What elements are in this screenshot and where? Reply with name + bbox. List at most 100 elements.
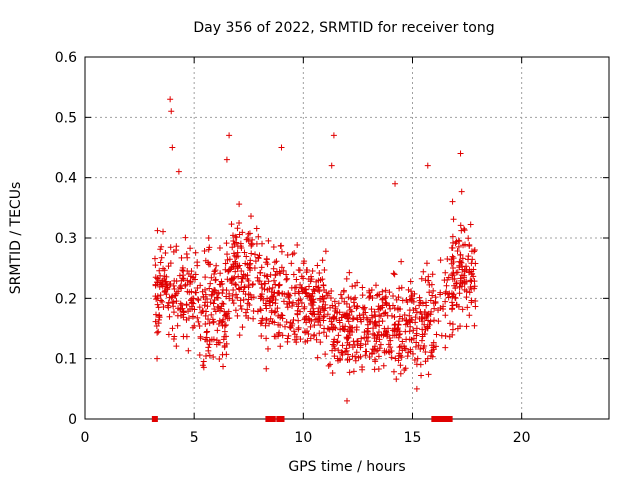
data-point — [182, 281, 189, 288]
data-point — [458, 188, 465, 195]
data-point — [165, 263, 172, 270]
data-point — [359, 292, 366, 299]
data-point — [267, 302, 274, 309]
data-point — [450, 291, 457, 298]
data-point — [253, 240, 260, 247]
data-point — [152, 282, 159, 289]
data-point — [431, 317, 438, 324]
data-point — [469, 256, 476, 263]
data-point — [194, 314, 201, 321]
data-point — [210, 336, 217, 343]
data-point — [327, 295, 334, 302]
data-point — [427, 297, 434, 304]
data-point — [160, 228, 167, 235]
data-point — [205, 246, 212, 253]
data-point — [152, 262, 159, 269]
data-point — [298, 284, 305, 291]
data-point — [395, 294, 402, 301]
data-point — [461, 267, 468, 274]
data-point — [154, 329, 161, 336]
data-point — [392, 180, 399, 187]
data-point — [326, 315, 333, 322]
data-point — [448, 260, 455, 267]
data-point — [310, 305, 317, 312]
data-point — [468, 248, 475, 255]
data-point — [390, 293, 397, 300]
data-point — [154, 301, 161, 308]
data-point — [413, 385, 420, 392]
data-point — [459, 255, 466, 262]
data-point — [463, 323, 470, 330]
data-point — [339, 323, 346, 330]
data-point — [398, 284, 405, 291]
data-point — [257, 320, 264, 327]
data-point — [270, 293, 277, 300]
data-point — [412, 319, 419, 326]
data-point — [226, 290, 233, 297]
data-point — [429, 292, 436, 299]
data-point — [449, 276, 456, 283]
data-point — [224, 251, 231, 258]
data-point — [460, 225, 467, 232]
y-tick-label: 0.1 — [55, 352, 77, 368]
data-point — [289, 303, 296, 310]
y-tick-label: 0.6 — [55, 50, 77, 66]
data-point — [268, 288, 275, 295]
data-point — [300, 275, 307, 282]
zero-point — [269, 416, 276, 422]
data-point — [287, 324, 294, 331]
data-point — [398, 354, 405, 361]
data-point — [194, 296, 201, 303]
data-point — [380, 332, 387, 339]
data-point — [163, 273, 170, 280]
data-point — [382, 299, 389, 306]
data-point — [301, 303, 308, 310]
x-tick-label: 0 — [81, 430, 90, 446]
data-point — [315, 305, 322, 312]
data-point — [386, 335, 393, 342]
data-point — [354, 316, 361, 323]
data-point — [202, 353, 209, 360]
data-point — [306, 317, 313, 324]
data-point — [265, 278, 272, 285]
data-point — [363, 334, 370, 341]
data-point — [428, 281, 435, 288]
data-point — [242, 291, 249, 298]
data-point — [246, 264, 253, 271]
data-point — [228, 221, 235, 228]
data-point — [337, 357, 344, 364]
data-point — [411, 290, 418, 297]
data-point — [393, 376, 400, 383]
data-point — [217, 270, 224, 277]
data-point — [302, 286, 309, 293]
data-point — [192, 249, 199, 256]
data-point — [206, 352, 213, 359]
data-point — [419, 314, 426, 321]
data-point — [296, 267, 303, 274]
data-point — [463, 288, 470, 295]
data-point — [289, 251, 296, 258]
data-point — [212, 277, 219, 284]
data-point — [233, 234, 240, 241]
data-point — [234, 312, 241, 319]
data-point — [419, 331, 426, 338]
data-point — [399, 338, 406, 345]
data-point — [323, 333, 330, 340]
data-point — [257, 293, 264, 300]
data-point — [367, 318, 374, 325]
data-point — [453, 280, 460, 287]
data-point — [376, 322, 383, 329]
data-point — [229, 244, 236, 251]
data-point — [351, 302, 358, 309]
data-point — [211, 270, 218, 277]
data-point — [173, 243, 180, 250]
data-point — [382, 287, 389, 294]
data-point — [320, 298, 327, 305]
data-point — [263, 365, 270, 372]
data-point — [216, 307, 223, 314]
data-point — [359, 366, 366, 373]
data-point — [309, 268, 316, 275]
data-point — [310, 286, 317, 293]
data-point — [210, 318, 217, 325]
data-point — [321, 286, 328, 293]
